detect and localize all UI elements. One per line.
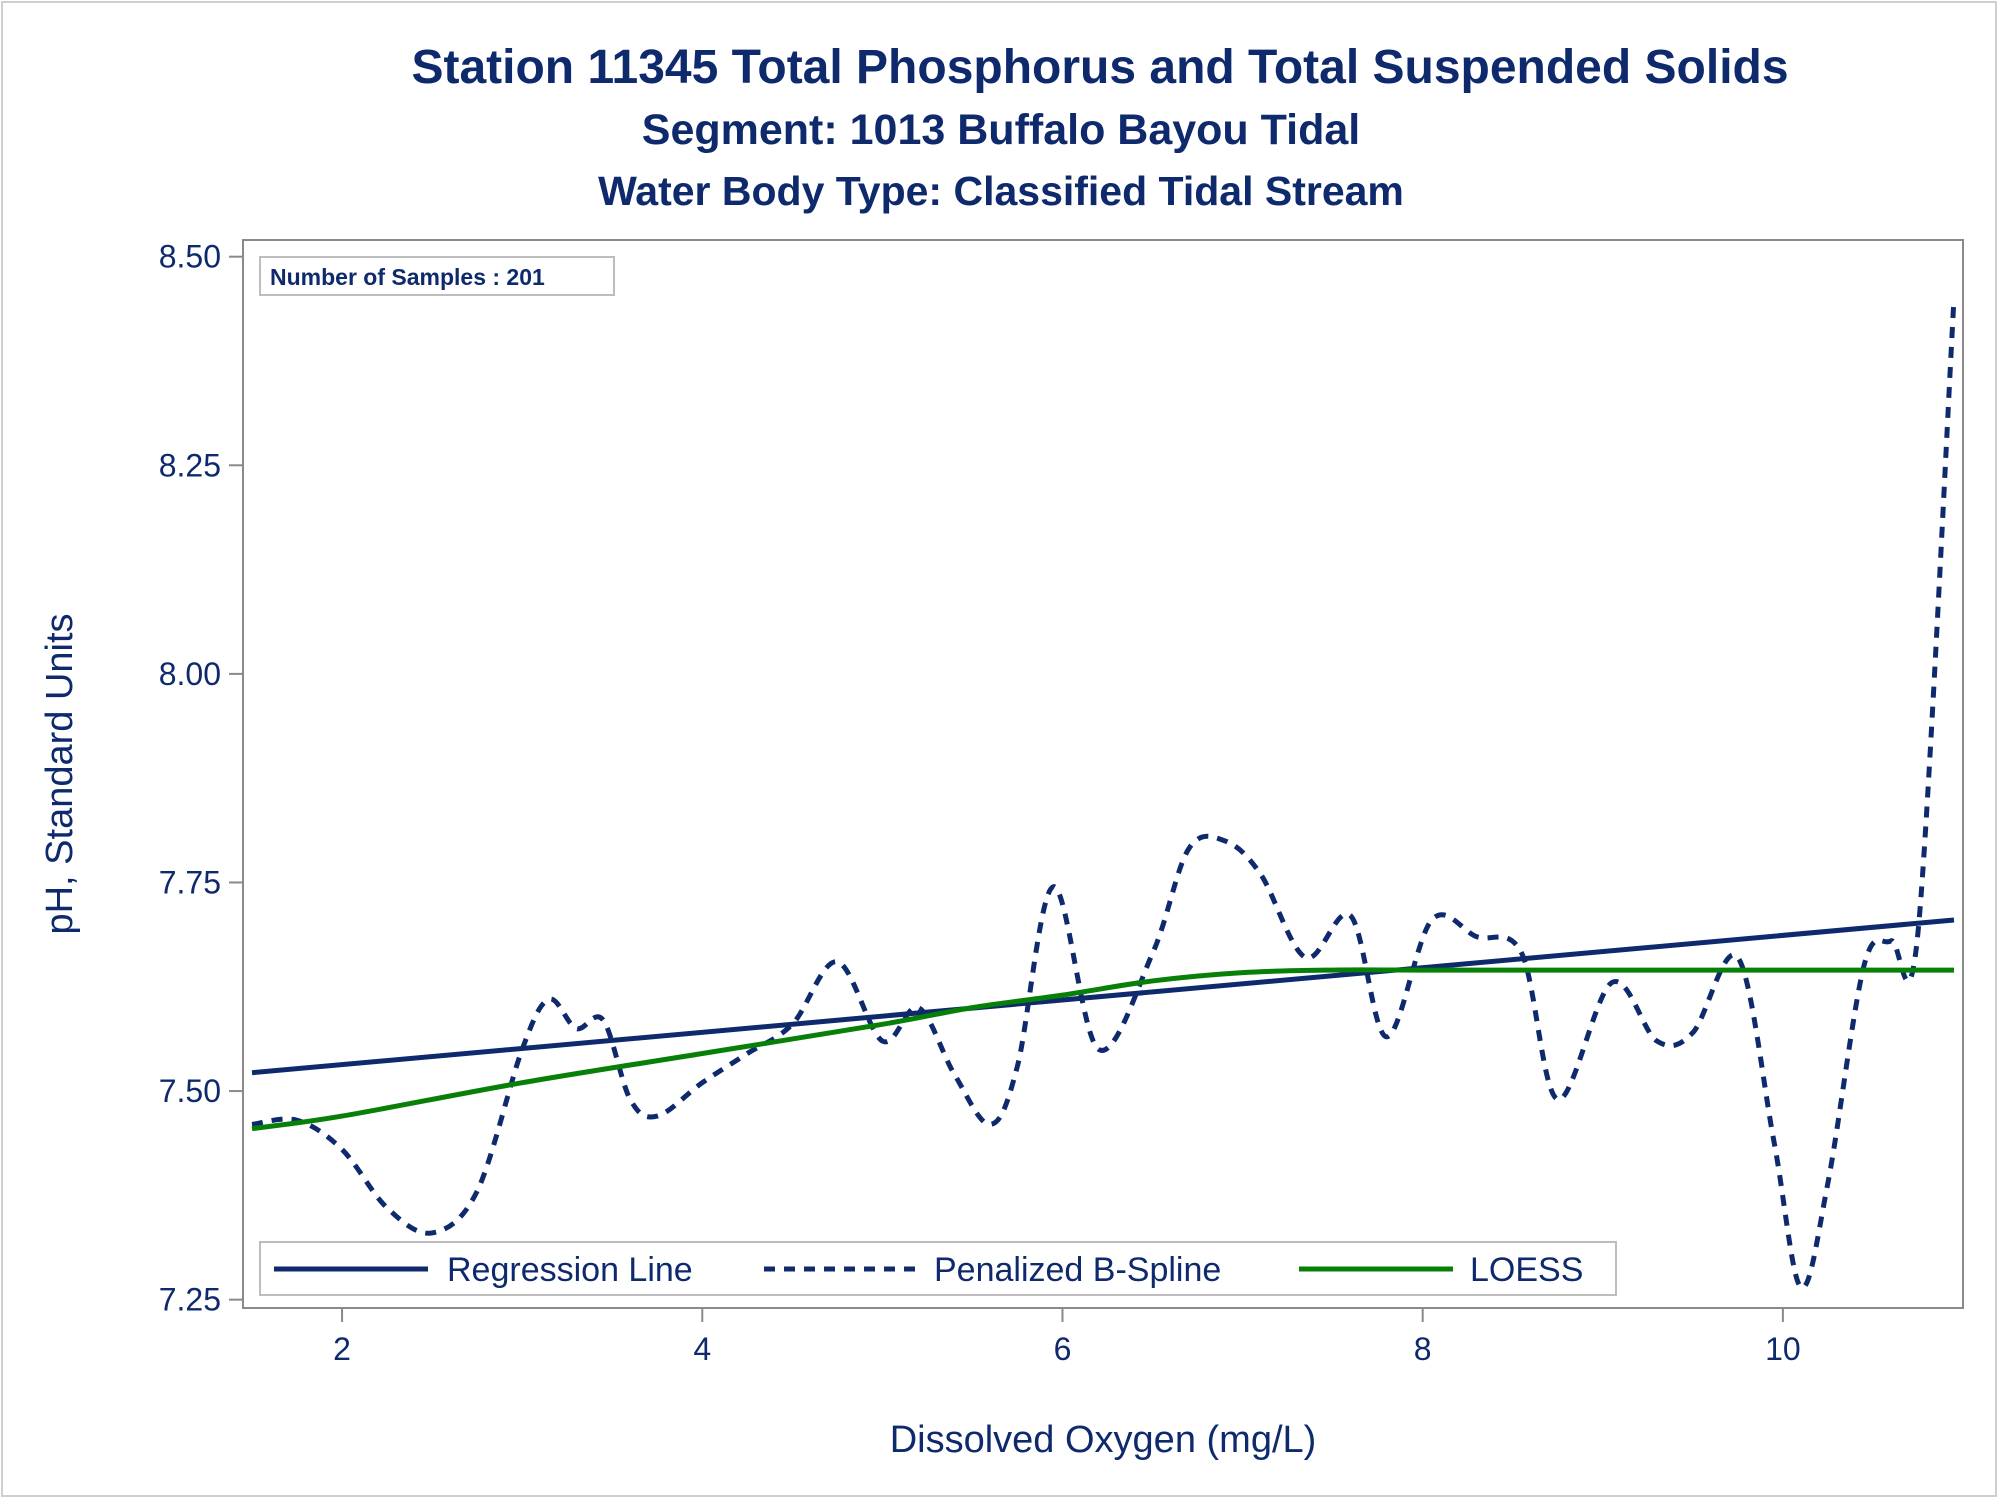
chart-subtitle-2: Water Body Type: Classified Tidal Stream [598,168,1404,214]
series-regression-line-line [251,917,1955,1076]
x-tick-label: 10 [1765,1331,1801,1367]
x-tick-label: 8 [1414,1331,1432,1367]
y-tick-label: 8.25 [159,447,221,483]
legend: Regression Line Penalized B-Spline LOESS [259,1241,1617,1296]
plot-area [242,239,1964,1309]
sample-count-label: Number of Samples : 201 [270,264,545,290]
y-axis-label: pH, Standard Units [39,613,81,934]
x-axis-label: Dissolved Oxygen (mg/L) [890,1419,1317,1461]
sample-count-box: Number of Samples : 201 [259,256,615,296]
sample-count-border [259,256,615,296]
x-tick-label: 4 [693,1331,711,1367]
legend-label-loess: LOESS [1470,1251,1583,1289]
y-tick-label: 7.50 [159,1073,221,1109]
series-loess-line [251,967,1954,1132]
chart-subtitle: Segment: 1013 Buffalo Bayou Tidal [641,106,1361,154]
y-tick-label: 8.50 [159,239,221,275]
y-tick-label: 8.00 [159,656,221,692]
y-axis: 7.25 7.50 7.75 8.00 8.25 8.50 [159,239,243,1318]
series-penalized-b-spline-line [251,298,1957,1291]
y-tick-label: 7.25 [159,1282,221,1318]
legend-label-penalized-b-spline: Penalized B-Spline [934,1251,1221,1289]
chart-title: Station 11345 Total Phosphorus and Total… [411,41,1789,94]
series-layer [251,298,1957,1291]
x-tick-label: 2 [333,1331,351,1367]
x-axis: 2 4 6 8 10 [333,1308,1801,1367]
y-tick-label: 7.75 [159,864,221,900]
x-tick-label: 6 [1054,1331,1072,1367]
legend-label-regression-line: Regression Line [447,1251,693,1289]
